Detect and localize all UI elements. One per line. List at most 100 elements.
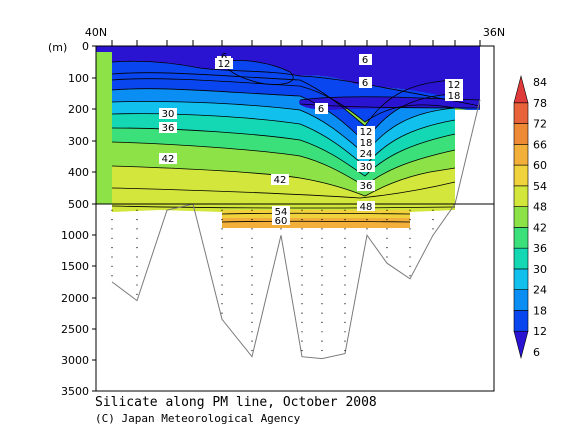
contour-label: 18 [445,90,463,102]
contour-label-text: 54 [275,207,288,218]
contour-label-text: 36 [360,181,373,192]
station-dot [251,228,253,230]
station-dot [301,265,303,267]
station-dot [301,256,303,258]
station-dot [301,340,303,342]
colorbar-label: 6 [533,346,540,359]
chart-title: Silicate along PM line, October 2008 [95,395,377,410]
contour-label-text: 6 [362,55,368,66]
station-dot [386,256,388,258]
contour-label: 36 [357,180,375,192]
contour-label-text: 42 [162,154,175,165]
station-dot [409,265,411,267]
station-dot [221,209,223,211]
station-dot [321,312,323,314]
contour-labels: 6 12 6 6 12 18 6 30 36 12 18 24 30 42 42… [159,52,463,227]
colorbar-label: 30 [533,263,547,276]
contour-label: 6 [359,77,372,89]
colorbar-swatch [513,247,529,270]
station-dot [111,247,113,249]
colorbar-label: 42 [533,221,547,234]
top-station-ticks [111,40,481,46]
station-dot [409,209,411,211]
station-dot [251,237,253,239]
station-dot [301,293,303,295]
station-dot [344,340,346,342]
station-dot [111,209,113,211]
contour-label-text: 24 [360,149,373,160]
y-tick-label: 300 [68,135,89,148]
contour-label: 24 [357,148,375,160]
station-dot [136,256,138,258]
station-dot [386,219,388,221]
station-dot [432,209,434,211]
station-dot [409,256,411,258]
colorbar-label: 12 [533,325,547,338]
station-dot [221,303,223,305]
station-dot [344,256,346,258]
station-dot [321,284,323,286]
y-tick-label: 500 [68,198,89,211]
station-dot [251,209,253,211]
contour-label: 60 [272,215,290,227]
station-dot [344,349,346,352]
station-dot [344,284,346,286]
plot-frame [95,45,495,392]
station-dot [321,209,323,211]
station-dot [221,247,223,249]
contour-label-text: 6 [318,104,324,115]
y-tick-label: 3000 [61,354,89,367]
contour-label: 12 [445,79,463,91]
station-dot [136,209,138,211]
station-dot [301,219,303,221]
contour-label-text: 60 [275,216,288,227]
colorbar-label: 48 [533,201,547,214]
station-dot [409,219,411,221]
station-dot [344,228,346,230]
station-dot [409,275,411,277]
station-dot [344,303,346,305]
station-dot [344,237,346,239]
station-dot [344,312,346,314]
station-dot [251,293,253,295]
colorbar-swatch [513,227,529,249]
station-dot [251,275,253,277]
y-tick-label: 100 [68,72,89,85]
colorbar-swatch [513,74,529,104]
station-dot [386,228,388,230]
station-dot [344,247,346,249]
station-dot [321,237,323,239]
station-dot [221,219,223,221]
colorbar-label: 18 [533,305,547,318]
station-dot [251,265,253,267]
station-dot [301,312,303,314]
station-dot [111,275,113,277]
colorbar-label: 36 [533,242,547,255]
station-dot [321,275,323,277]
bottom-topography-line [111,99,481,360]
contour-label: 48 [357,201,375,213]
contour-label: 36 [159,122,177,134]
station-dot [301,284,303,286]
station-dot [432,219,434,221]
contour-label: 42 [159,153,177,165]
station-dot [280,228,282,230]
station-dot [321,265,323,267]
station-dot [321,247,323,249]
colorbar-label: 24 [533,284,547,297]
y-tick-label: 1500 [61,260,89,273]
station-dot [251,331,253,333]
station-dot [111,265,113,267]
colorbar-swatch [513,289,529,311]
station-dot [221,228,223,230]
station-dot [301,321,303,323]
station-dot [344,219,346,221]
station-dot [301,209,303,211]
contour-label-text: 6 [362,78,368,89]
station-dot [136,237,138,239]
contour-label: 30 [159,108,177,120]
station-dot [386,209,388,211]
contour-label-text: 48 [360,202,373,213]
station-dot [432,228,434,230]
